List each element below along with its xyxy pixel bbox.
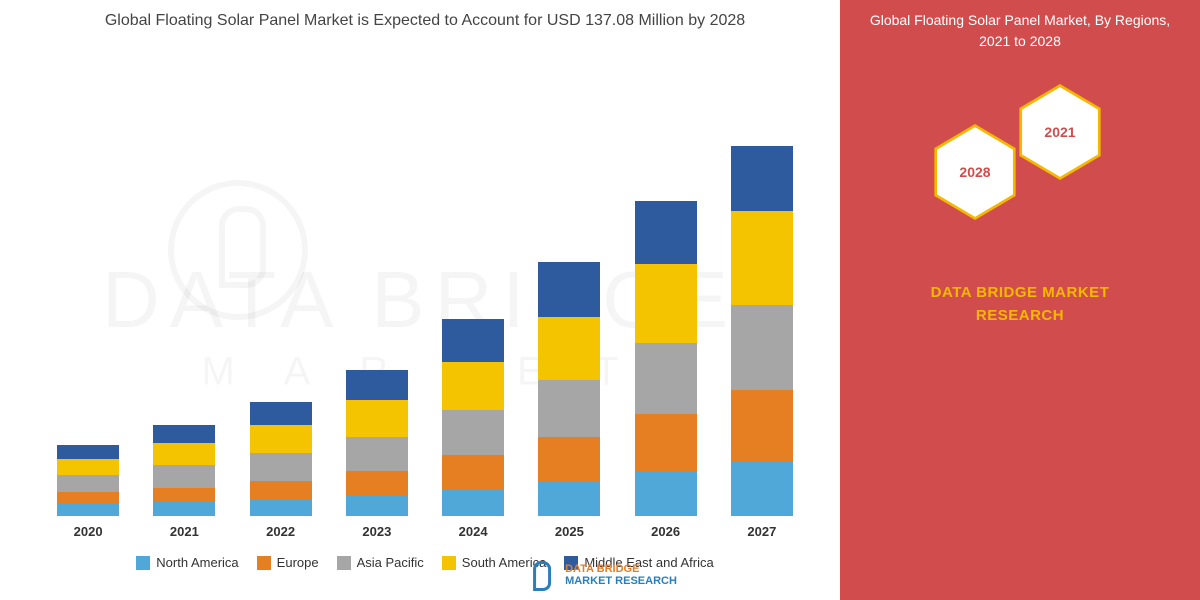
- footer-logo-line2: MARKET RESEARCH: [565, 575, 677, 587]
- bar-segment: [731, 305, 793, 390]
- bar-segment: [635, 471, 697, 516]
- bar-stack: [57, 42, 119, 516]
- x-axis-label: 2025: [555, 524, 584, 539]
- bar-group: 2026: [618, 42, 714, 539]
- footer-logo-icon: [523, 558, 557, 592]
- brand-line2: RESEARCH: [931, 305, 1110, 328]
- legend-swatch: [136, 556, 150, 570]
- bar-segment: [153, 465, 215, 487]
- bar-segment: [538, 481, 600, 516]
- bar-segment: [635, 201, 697, 264]
- footer-logo-line1: DATA BRIDGE: [565, 563, 639, 575]
- bar-segment: [153, 488, 215, 502]
- legend-swatch: [337, 556, 351, 570]
- legend-item: North America: [136, 555, 238, 570]
- x-axis-label: 2023: [362, 524, 391, 539]
- bar-segment: [731, 461, 793, 516]
- bar-stack: [538, 42, 600, 516]
- bar-segment: [538, 317, 600, 380]
- bar-group: 2027: [714, 42, 810, 539]
- hex-2021: 2021: [1015, 82, 1105, 182]
- bar-segment: [635, 414, 697, 471]
- bar-segment: [442, 410, 504, 455]
- x-axis-label: 2021: [170, 524, 199, 539]
- bar-segment: [153, 443, 215, 465]
- bar-segment: [346, 370, 408, 400]
- bar-stack: [731, 42, 793, 516]
- x-axis-label: 2026: [651, 524, 680, 539]
- chart-legend: North AmericaEuropeAsia PacificSouth Ame…: [30, 555, 820, 570]
- bar-segment: [250, 402, 312, 424]
- bar-group: 2023: [329, 42, 425, 539]
- x-axis-label: 2020: [74, 524, 103, 539]
- x-axis-label: 2024: [459, 524, 488, 539]
- legend-swatch: [442, 556, 456, 570]
- bar-group: 2021: [136, 42, 232, 539]
- legend-label: Europe: [277, 555, 319, 570]
- bar-group: 2025: [521, 42, 617, 539]
- x-axis-label: 2027: [747, 524, 776, 539]
- bar-segment: [538, 437, 600, 482]
- legend-swatch: [257, 556, 271, 570]
- hex-2021-label: 2021: [1044, 124, 1075, 140]
- bar-segment: [57, 459, 119, 475]
- bar-segment: [635, 264, 697, 343]
- bar-segment: [442, 455, 504, 490]
- bar-segment: [346, 400, 408, 437]
- bar-segment: [731, 390, 793, 461]
- bar-segment: [250, 500, 312, 516]
- bar-segment: [346, 437, 408, 472]
- chart-plot-area: 2020 2021 2022 2023 2024 2025 2026 2027: [30, 42, 820, 540]
- bar-segment: [57, 504, 119, 516]
- bar-group: 2022: [233, 42, 329, 539]
- bar-segment: [250, 453, 312, 481]
- bar-segment: [442, 319, 504, 362]
- legend-label: North America: [156, 555, 238, 570]
- bar-segment: [442, 490, 504, 516]
- bar-stack: [442, 42, 504, 516]
- chart-panel: Global Floating Solar Panel Market is Ex…: [0, 0, 840, 600]
- legend-item: Europe: [257, 555, 319, 570]
- brand-line1: DATA BRIDGE MARKET: [931, 282, 1110, 305]
- x-axis-label: 2022: [266, 524, 295, 539]
- bar-segment: [57, 445, 119, 459]
- footer-logo-text: DATA BRIDGE MARKET RESEARCH: [565, 563, 677, 587]
- bar-segment: [731, 211, 793, 305]
- bar-stack: [346, 42, 408, 516]
- bar-segment: [635, 343, 697, 414]
- bar-group: 2020: [40, 42, 136, 539]
- bar-segment: [153, 502, 215, 516]
- brand-text: DATA BRIDGE MARKET RESEARCH: [931, 282, 1110, 327]
- hex-badges: 2028 2021: [920, 82, 1120, 262]
- footer-logo: DATA BRIDGE MARKET RESEARCH: [523, 558, 677, 592]
- bar-segment: [731, 146, 793, 211]
- bar-group: 2024: [425, 42, 521, 539]
- right-panel-title: Global Floating Solar Panel Market, By R…: [840, 10, 1200, 52]
- legend-label: Asia Pacific: [357, 555, 424, 570]
- bar-segment: [250, 425, 312, 453]
- bar-segment: [250, 481, 312, 499]
- bar-stack: [635, 42, 697, 516]
- bar-stack: [250, 42, 312, 516]
- hex-2028: 2028: [930, 122, 1020, 222]
- hex-2028-label: 2028: [959, 164, 990, 180]
- bar-segment: [57, 475, 119, 491]
- bar-segment: [538, 380, 600, 437]
- bar-segment: [57, 492, 119, 504]
- bar-segment: [346, 471, 408, 495]
- bar-stack: [153, 42, 215, 516]
- bar-segment: [442, 362, 504, 411]
- bar-segment: [346, 496, 408, 516]
- right-panel: Global Floating Solar Panel Market, By R…: [840, 0, 1200, 600]
- bar-segment: [538, 262, 600, 317]
- bar-segment: [153, 425, 215, 443]
- chart-title: Global Floating Solar Panel Market is Ex…: [30, 10, 820, 32]
- legend-item: Asia Pacific: [337, 555, 424, 570]
